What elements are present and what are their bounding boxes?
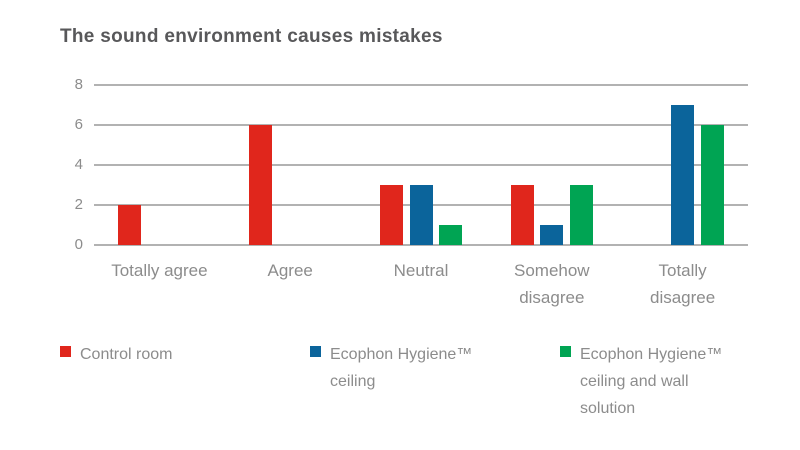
- gridline: [94, 244, 748, 246]
- x-category-label: Totally disagree: [649, 261, 716, 307]
- legend-swatch-icon: [560, 346, 571, 357]
- gridline: [94, 164, 748, 166]
- bar: [439, 225, 462, 245]
- legend-label-line: ceiling: [330, 373, 376, 390]
- y-tick-label: 6: [74, 116, 83, 133]
- y-tick-label: 0: [74, 236, 83, 253]
- bar: [510, 185, 534, 245]
- y-tick-label: 2: [74, 196, 83, 213]
- bar: [409, 185, 433, 245]
- chart-title: The sound environment causes mistakes: [60, 26, 443, 47]
- legend-label: Ecophon Hygiene™ ceiling and wall solution: [580, 341, 722, 422]
- bar: [380, 185, 403, 245]
- x-category-label: Neutral: [393, 261, 449, 280]
- bar: [569, 185, 593, 245]
- x-category-label: Agree: [267, 261, 313, 280]
- legend: Control room Ecophon Hygiene™ ceiling Ecoph…: [0, 341, 800, 441]
- legend-item: Control room: [60, 341, 172, 368]
- gridline: [94, 84, 748, 86]
- legend-swatch-icon: [60, 346, 71, 357]
- y-tick-label: 4: [74, 156, 83, 173]
- legend-label: Ecophon Hygiene™ ceiling: [330, 341, 472, 395]
- legend-swatch-icon: [310, 346, 321, 357]
- legend-label-line: Ecophon Hygiene™: [330, 346, 473, 363]
- legend-item: Ecophon Hygiene™ ceiling: [310, 341, 472, 395]
- bar: [700, 125, 724, 245]
- legend-label-line: solution: [580, 400, 636, 417]
- bar: [118, 205, 142, 245]
- bar: [671, 105, 695, 245]
- legend-label-line: ceiling and wall: [580, 373, 689, 390]
- x-category-label: Totally agree: [111, 261, 208, 280]
- x-category-label: Somehow disagree: [513, 261, 590, 307]
- y-tick-label: 8: [74, 76, 83, 93]
- bar: [249, 125, 273, 245]
- bar: [540, 225, 564, 245]
- plot-area: [94, 84, 748, 246]
- legend-item: Ecophon Hygiene™ ceiling and wall solution: [560, 341, 722, 422]
- legend-label-line: Ecophon Hygiene™: [580, 346, 723, 363]
- legend-label-line: Control room: [80, 346, 173, 363]
- gridline: [94, 124, 748, 126]
- legend-label: Control room: [80, 341, 172, 368]
